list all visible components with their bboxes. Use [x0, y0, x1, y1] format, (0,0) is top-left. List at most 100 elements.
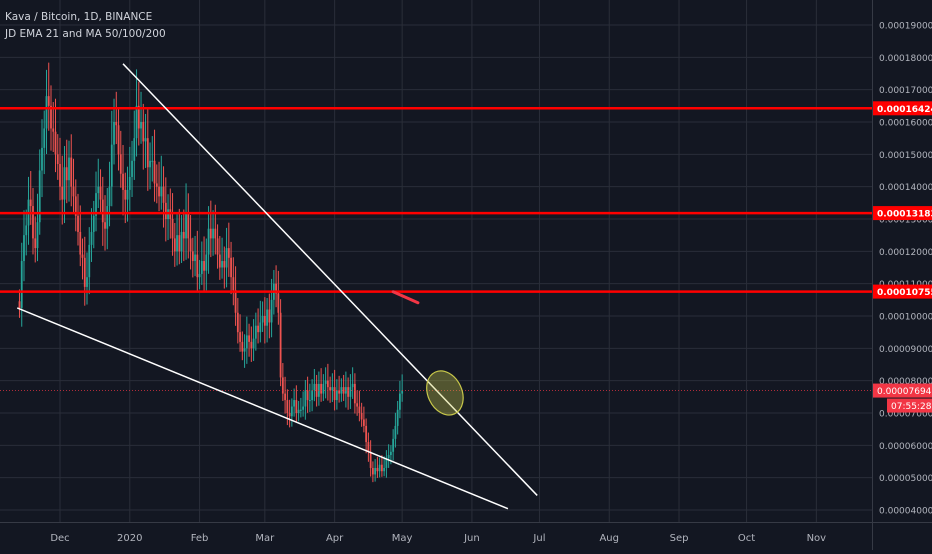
candle-body	[183, 232, 185, 238]
last-price-label: 0.00007694	[877, 387, 932, 397]
y-tick-label: 0.00010000	[879, 313, 932, 323]
candle-body	[68, 158, 70, 181]
candle-body	[374, 468, 376, 474]
y-tick-label: 0.00004000	[879, 507, 932, 517]
candle-body	[284, 394, 286, 400]
candle-body	[37, 222, 39, 248]
candle-body	[86, 277, 88, 287]
candle-body	[156, 183, 158, 186]
y-tick-label: 0.00018000	[879, 54, 932, 64]
candle-body	[208, 229, 210, 255]
candle-body	[394, 426, 396, 439]
candle-body	[282, 377, 284, 393]
price-axis[interactable]: 0.000190000.000180000.000170000.00016000…	[873, 0, 932, 550]
candle-body	[300, 410, 302, 411]
candle-body	[66, 167, 68, 180]
candle-body	[136, 106, 138, 138]
x-tick-label: Apr	[326, 533, 344, 544]
chart-legend: Kava / Bitcoin, 1D, BINANCE JD EMA 21 an…	[5, 9, 166, 43]
trendline-upper	[123, 64, 537, 496]
candle-body	[259, 322, 261, 332]
candle-body	[325, 381, 327, 384]
candle-body	[228, 248, 230, 258]
candle-body	[223, 261, 225, 267]
trendlines-layer	[17, 64, 537, 509]
candle-body	[142, 122, 144, 141]
candle-body	[277, 293, 279, 312]
x-tick-label: Nov	[807, 533, 827, 544]
candle-body	[255, 326, 257, 339]
candle-body	[187, 213, 189, 239]
candle-body	[172, 219, 174, 238]
candle-body	[70, 158, 72, 187]
candle-body	[84, 258, 86, 287]
candle-body	[307, 390, 309, 400]
candle-body	[262, 316, 264, 322]
candle-body	[379, 465, 381, 471]
candle-body	[356, 403, 358, 406]
candle-body	[176, 235, 178, 251]
candle-body	[295, 400, 297, 413]
candle-body	[190, 238, 192, 251]
candle-body	[93, 216, 95, 232]
candle-body	[219, 255, 221, 268]
y-tick-label: 0.00019000	[879, 22, 932, 32]
candle-body	[241, 342, 243, 352]
candle-body	[230, 258, 232, 277]
candle-body	[322, 384, 324, 394]
x-tick-label: May	[392, 533, 413, 544]
candle-body	[347, 387, 349, 397]
candle-body	[264, 316, 266, 326]
candle-body	[244, 348, 246, 351]
candle-body	[154, 161, 156, 184]
y-tick-label: 0.00005000	[879, 474, 932, 484]
y-tick-label: 0.00014000	[879, 183, 932, 193]
candle-body	[61, 187, 63, 200]
grid-lines	[0, 0, 872, 522]
level-price-label: 0.00016424	[877, 105, 932, 115]
candle-body	[309, 400, 311, 401]
candle-body	[268, 310, 270, 323]
x-tick-label: Oct	[738, 533, 755, 544]
candle-body	[221, 261, 223, 267]
candle-body	[354, 384, 356, 403]
x-tick-label: Dec	[50, 533, 69, 544]
candle-body	[392, 439, 394, 452]
candle-body	[163, 187, 165, 203]
candle-body	[210, 229, 212, 239]
candle-body	[365, 426, 367, 442]
candle-body	[358, 407, 360, 413]
x-tick-label: Aug	[599, 533, 619, 544]
candle-body	[334, 387, 336, 400]
candle-body	[370, 452, 372, 468]
symbol-title[interactable]: Kava / Bitcoin, 1D, BINANCE	[5, 9, 166, 26]
candle-body	[115, 122, 117, 125]
candle-body	[250, 342, 252, 348]
candle-body	[32, 206, 34, 238]
candle-body	[113, 122, 115, 145]
candle-body	[25, 225, 27, 235]
candle-body	[39, 171, 41, 223]
candle-body	[266, 310, 268, 326]
candle-body	[104, 222, 106, 228]
candle-body	[100, 187, 102, 200]
candle-body	[102, 200, 104, 223]
candle-body	[145, 138, 147, 141]
candle-body	[79, 232, 81, 255]
level-price-label: 0.00013183	[877, 210, 932, 220]
candle-body	[257, 326, 259, 332]
candle-body	[178, 235, 180, 251]
indicator-title[interactable]: JD EMA 21 and MA 50/100/200	[5, 26, 166, 43]
candle-body	[331, 387, 333, 390]
candle-body	[212, 229, 214, 239]
candle-body	[59, 164, 61, 187]
candle-body	[226, 248, 228, 267]
candle-body	[129, 177, 131, 190]
candle-body	[214, 229, 216, 239]
countdown-label: 07:55:28	[891, 402, 932, 412]
candle-body	[239, 332, 241, 342]
candle-body	[246, 335, 248, 348]
